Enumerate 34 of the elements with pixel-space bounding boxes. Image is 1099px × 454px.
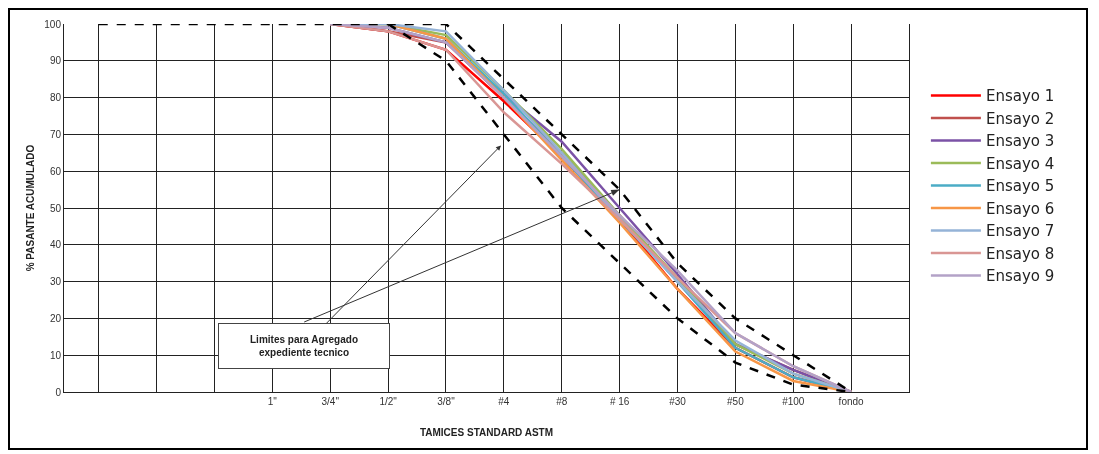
y-tick-label: 100 <box>44 18 62 30</box>
legend-label: Ensayo 4 <box>985 154 1055 173</box>
y-tick-label: 50 <box>49 202 62 214</box>
legend-label: Ensayo 9 <box>985 267 1055 286</box>
x-tick-label: #50 <box>727 396 745 407</box>
y-tick-label: 30 <box>49 276 62 288</box>
y-tick-label: 0 <box>55 386 62 398</box>
y-tick-label: 60 <box>49 165 62 177</box>
x-tick-label: #100 <box>782 396 805 407</box>
annotation: Limites para Agregado expediente tecnico <box>250 334 358 358</box>
y-tick-label: 70 <box>49 128 62 140</box>
y-tick-label: 90 <box>49 55 62 67</box>
legend-label: Ensayo 6 <box>985 199 1055 218</box>
x-tick-label: #4 <box>498 396 510 407</box>
legend-label: Ensayo 1 <box>985 87 1055 106</box>
x-tick-label: #8 <box>556 396 568 407</box>
y-tick-label: 40 <box>49 239 62 251</box>
x-tick-label: fondo <box>838 396 865 407</box>
x-tick-label: 3/8" <box>437 396 456 407</box>
x-tick-label: #30 <box>669 396 687 407</box>
y-tick-label: 10 <box>49 349 62 361</box>
legend-label: Ensayo 3 <box>985 132 1055 151</box>
legend-label: Ensayo 8 <box>985 244 1055 263</box>
legend-label: Ensayo 5 <box>985 177 1055 196</box>
x-tick-label: 3/4" <box>321 396 340 407</box>
x-tick-label: 1/2" <box>379 396 398 407</box>
y-tick-label: 80 <box>49 92 62 104</box>
y-axis-title: % PASANTE ACUMULADO <box>25 144 36 272</box>
x-tick-label: # 16 <box>609 396 630 407</box>
y-tick-label: 20 <box>49 312 62 324</box>
legend-label: Ensayo 2 <box>985 109 1055 128</box>
x-axis-title: TAMICES STANDARD ASTM <box>419 426 554 438</box>
x-tick-label: 1" <box>267 396 278 407</box>
legend-label: Ensayo 7 <box>985 222 1055 241</box>
